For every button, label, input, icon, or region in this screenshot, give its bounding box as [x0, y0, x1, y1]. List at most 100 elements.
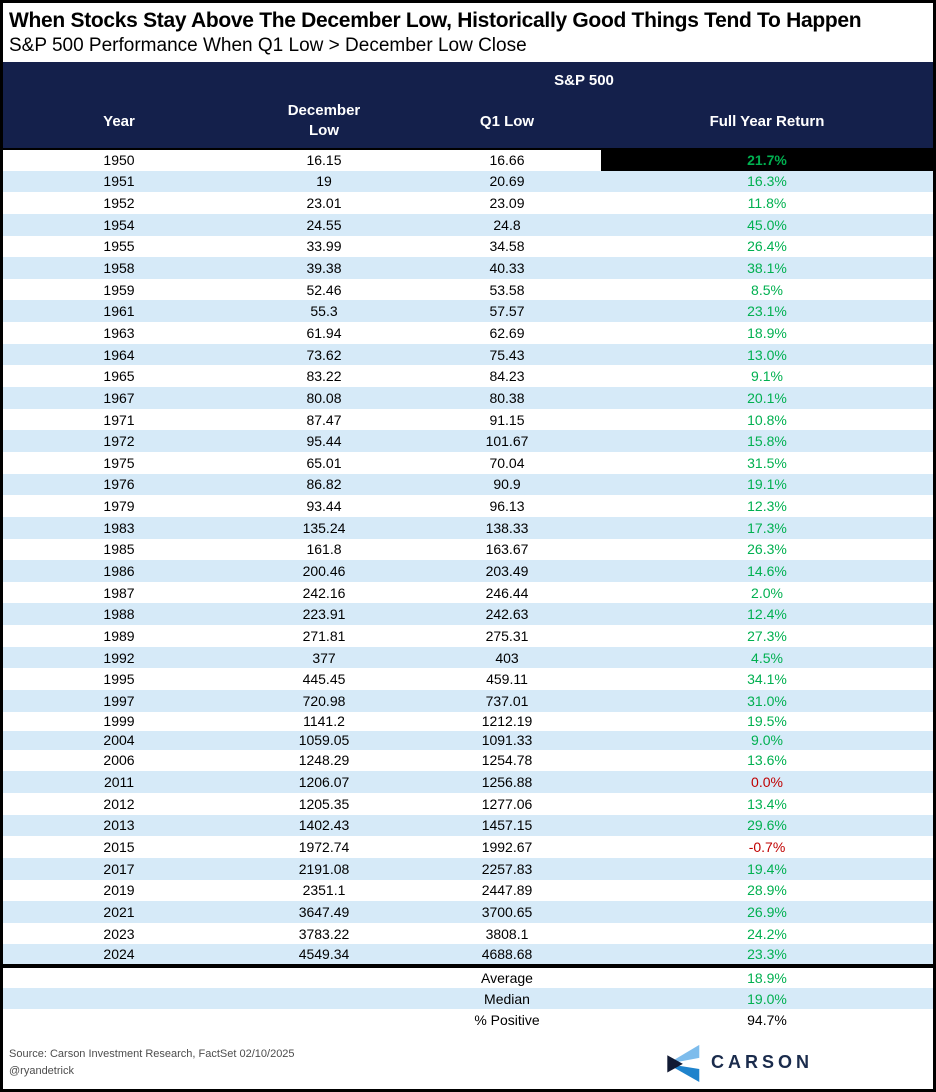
table-row: 1951 19 20.69 16.3% — [3, 170, 933, 193]
december-low-cell: 39.38 — [306, 260, 342, 277]
q1-low-cell: 57.57 — [489, 303, 525, 320]
summary-spacer — [235, 964, 413, 988]
full-year-return-cell: 19.5% — [747, 713, 787, 730]
q1-low-cell: 737.01 — [485, 692, 529, 709]
q1-low-cell: 62.69 — [489, 324, 525, 341]
full-year-return-cell: 8.5% — [751, 281, 783, 298]
december-low-cell: 24.55 — [306, 216, 342, 233]
year-cell: 1972 — [103, 433, 135, 450]
year-cell: 1988 — [103, 606, 135, 623]
table-row: 1988 223.91 242.63 12.4% — [3, 603, 933, 626]
table-row: 1963 61.94 62.69 18.9% — [3, 322, 933, 344]
table-row: 2011 1206.07 1256.88 0.0% — [3, 771, 933, 793]
year-cell: 1950 — [3, 148, 235, 171]
column-header-december-low-label: December Low — [287, 101, 361, 139]
summary-spacer — [235, 988, 413, 1010]
full-year-return-cell: 26.9% — [747, 903, 787, 920]
december-low-cell: 377 — [312, 649, 336, 666]
full-year-return-cell: 34.1% — [747, 671, 787, 688]
q1-low-cell: 16.66 — [413, 148, 601, 171]
q1-low-cell: 96.13 — [489, 498, 525, 515]
table-header: S&P 500 Year December Low Q1 Low Full Ye… — [3, 62, 933, 149]
q1-low-cell: 1091.33 — [481, 732, 533, 749]
q1-low-cell: 23.09 — [489, 195, 525, 212]
carson-chevron-icon — [667, 1044, 700, 1082]
year-cell: 1951 — [103, 173, 135, 190]
year-cell: 1986 — [103, 562, 135, 579]
table-row: 1987 242.16 246.44 2.0% — [3, 582, 933, 604]
table-row: 1976 86.82 90.9 19.1% — [3, 473, 933, 496]
sp500-table: S&P 500 Year December Low Q1 Low Full Ye… — [3, 62, 933, 1031]
december-low-cell: 271.81 — [302, 627, 346, 644]
year-cell: 1952 — [103, 195, 135, 212]
year-cell: 1963 — [103, 324, 135, 341]
december-low-cell: 73.62 — [306, 346, 342, 363]
summary-row: Average 18.9% — [3, 964, 933, 988]
december-low-cell: 19 — [316, 173, 332, 190]
december-low-cell: 200.46 — [302, 562, 346, 579]
year-cell: 1954 — [103, 216, 135, 233]
year-cell: 1975 — [103, 454, 135, 471]
december-low-cell: 4549.34 — [298, 946, 350, 963]
q1-low-cell: 459.11 — [486, 671, 528, 688]
table-row: 1961 55.3 57.57 23.1% — [3, 300, 933, 323]
full-year-return-cell: 31.5% — [747, 454, 787, 471]
table-row: 1971 87.47 91.15 10.8% — [3, 409, 933, 431]
year-cell: 1961 — [103, 303, 135, 320]
table-row: 1954 24.55 24.8 45.0% — [3, 213, 933, 236]
full-year-return-cell: 38.1% — [747, 260, 787, 277]
full-year-return-cell: 21.7% — [601, 148, 933, 171]
year-cell: 2015 — [103, 839, 135, 856]
year-cell: 1965 — [103, 368, 135, 385]
december-low-cell: 95.44 — [306, 433, 342, 450]
full-year-return-cell: 31.0% — [747, 692, 787, 709]
q1-low-cell: 1212.19 — [481, 713, 533, 730]
table-row: 1997 720.98 737.01 31.0% — [3, 690, 933, 712]
full-year-return-cell: 23.3% — [747, 946, 787, 963]
year-cell: 2012 — [103, 795, 135, 812]
table-row: 1975 65.01 70.04 31.5% — [3, 452, 933, 474]
table-row: 1992 377 403 4.5% — [3, 646, 933, 669]
table-row: 1964 73.62 75.43 13.0% — [3, 343, 933, 366]
year-cell: 1992 — [103, 649, 135, 666]
column-header-row: Year December Low Q1 Low Full Year Retur… — [3, 94, 933, 149]
summary-spacer — [3, 988, 235, 1010]
year-cell: 2024 — [103, 946, 135, 963]
full-year-return-cell: 18.9% — [747, 324, 787, 341]
full-year-return-cell: 26.4% — [747, 238, 787, 255]
q1-low-cell: 40.33 — [489, 260, 525, 277]
table-row: 1952 23.01 23.09 11.8% — [3, 192, 933, 214]
table-row: 1995 445.45 459.11 34.1% — [3, 668, 933, 690]
december-low-cell: 720.98 — [302, 692, 346, 709]
q1-low-cell: 246.44 — [485, 584, 529, 601]
december-low-cell: 3647.49 — [298, 903, 350, 920]
december-low-cell: 61.94 — [306, 324, 342, 341]
full-year-return-cell: 29.6% — [747, 817, 787, 834]
december-low-cell: 2351.1 — [302, 882, 346, 899]
group-header-row: S&P 500 — [3, 62, 933, 94]
full-year-return-cell: 12.3% — [747, 498, 787, 515]
full-year-return-cell: 28.9% — [747, 882, 787, 899]
table-row: 1986 200.46 203.49 14.6% — [3, 560, 933, 582]
table-row: 2015 1972.74 1992.67 -0.7% — [3, 836, 933, 858]
year-cell: 2019 — [103, 882, 135, 899]
year-cell: 1971 — [103, 411, 135, 428]
year-cell: 1958 — [103, 260, 135, 277]
full-year-return-cell: 9.1% — [751, 368, 783, 385]
q1-low-cell: 90.9 — [493, 476, 521, 493]
column-header-december-low: December Low — [235, 94, 413, 149]
summary-spacer — [3, 1009, 235, 1031]
year-cell: 2021 — [103, 903, 135, 920]
q1-low-cell: 101.67 — [485, 433, 529, 450]
full-year-return-cell: 23.1% — [747, 303, 787, 320]
column-header-q1-low: Q1 Low — [479, 112, 535, 130]
year-cell: 1955 — [103, 238, 135, 255]
full-year-return-cell: 19.1% — [747, 476, 787, 493]
full-year-return-cell: 13.4% — [747, 795, 787, 812]
carson-logo-text: CARSON — [710, 1052, 813, 1073]
table-row: 2004 1059.05 1091.33 9.0% — [3, 730, 933, 750]
december-low-cell: 161.8 — [306, 541, 342, 558]
full-year-return-cell: 10.8% — [747, 411, 787, 428]
december-low-cell: 1206.07 — [298, 774, 350, 791]
december-low-cell: 52.46 — [306, 281, 342, 298]
